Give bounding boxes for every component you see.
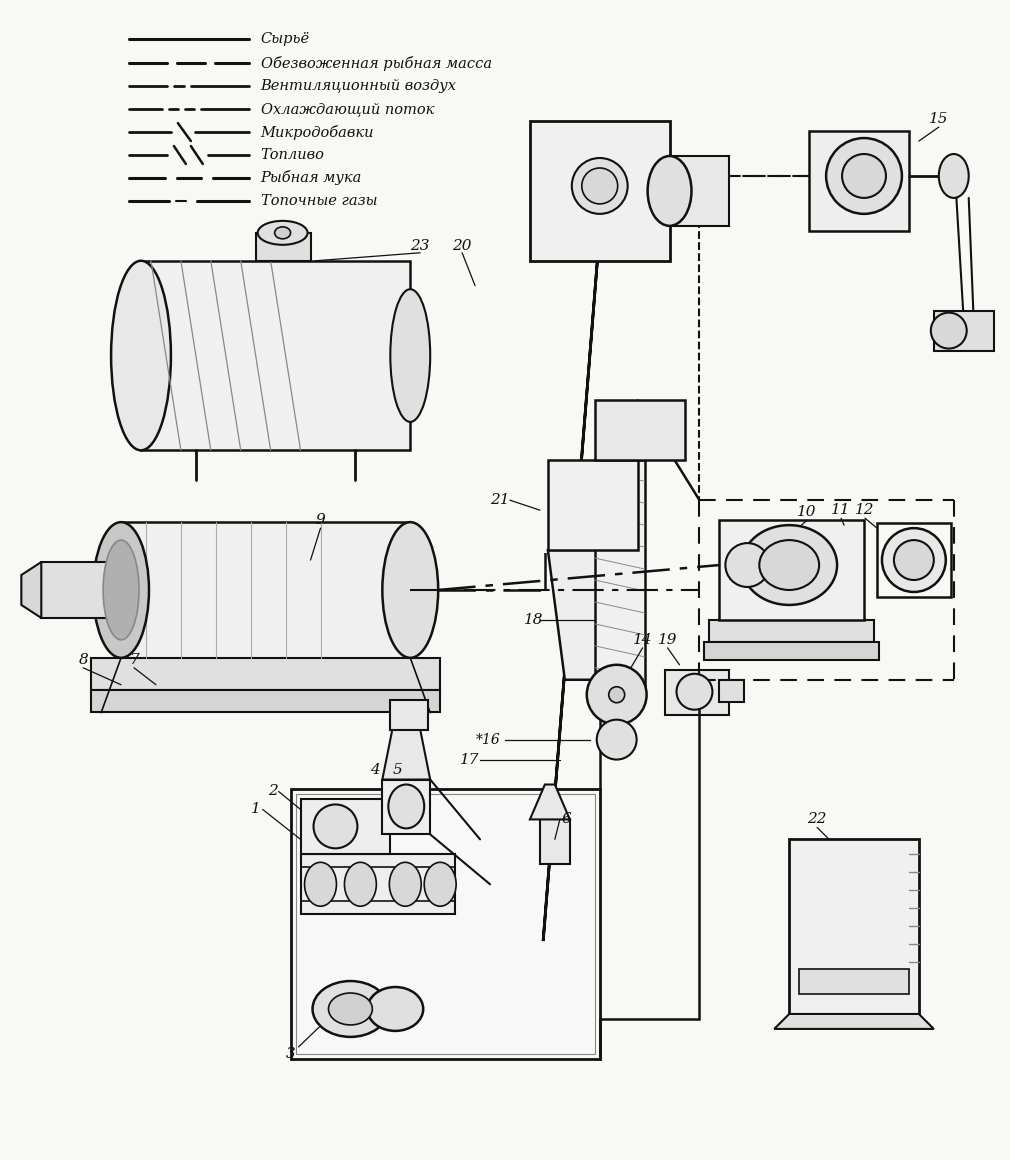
Bar bbox=[934, 311, 994, 350]
Ellipse shape bbox=[368, 987, 423, 1031]
Bar bbox=[390, 699, 428, 730]
Ellipse shape bbox=[582, 168, 618, 204]
Bar bbox=[719, 520, 864, 619]
Text: Охлаждающий поток: Охлаждающий поток bbox=[261, 102, 434, 116]
Ellipse shape bbox=[312, 981, 388, 1037]
Bar bbox=[296, 795, 595, 1054]
Text: Сырьё: Сырьё bbox=[261, 32, 310, 46]
Polygon shape bbox=[543, 209, 602, 941]
Bar bbox=[121, 522, 410, 658]
Text: 5: 5 bbox=[393, 762, 402, 776]
Bar bbox=[665, 669, 729, 715]
Bar bbox=[799, 969, 909, 994]
Text: 20: 20 bbox=[452, 239, 472, 253]
Bar bbox=[719, 680, 744, 702]
Bar bbox=[595, 400, 685, 461]
Ellipse shape bbox=[572, 158, 627, 213]
Bar bbox=[383, 780, 430, 834]
Polygon shape bbox=[775, 1014, 934, 1029]
Ellipse shape bbox=[383, 522, 438, 658]
Text: 17: 17 bbox=[461, 753, 480, 767]
Text: 18: 18 bbox=[524, 612, 543, 626]
Bar bbox=[41, 563, 123, 618]
Text: 10: 10 bbox=[798, 505, 817, 520]
Bar bbox=[91, 690, 440, 712]
Ellipse shape bbox=[931, 313, 967, 348]
Bar bbox=[595, 461, 644, 699]
Ellipse shape bbox=[609, 687, 624, 703]
Polygon shape bbox=[21, 563, 41, 618]
Bar bbox=[789, 840, 919, 1014]
Bar bbox=[704, 641, 879, 660]
Ellipse shape bbox=[111, 261, 171, 450]
Bar bbox=[709, 619, 874, 641]
Text: Рыбная мука: Рыбная мука bbox=[261, 171, 362, 186]
Ellipse shape bbox=[587, 665, 646, 725]
Polygon shape bbox=[530, 784, 570, 819]
Ellipse shape bbox=[725, 543, 770, 587]
Bar bbox=[547, 461, 637, 550]
Polygon shape bbox=[383, 730, 430, 780]
Bar bbox=[809, 131, 909, 231]
Text: 14: 14 bbox=[633, 633, 652, 647]
Bar bbox=[256, 233, 310, 261]
Ellipse shape bbox=[826, 138, 902, 213]
Ellipse shape bbox=[677, 674, 712, 710]
Text: *16: *16 bbox=[476, 733, 500, 747]
Ellipse shape bbox=[597, 719, 636, 760]
Ellipse shape bbox=[939, 154, 969, 198]
Ellipse shape bbox=[390, 289, 430, 422]
Text: 3: 3 bbox=[286, 1046, 296, 1061]
Ellipse shape bbox=[882, 528, 945, 592]
Ellipse shape bbox=[647, 155, 692, 226]
Polygon shape bbox=[547, 550, 637, 680]
Text: 1: 1 bbox=[250, 803, 261, 817]
Text: Обезвоженная рыбная масса: Обезвоженная рыбная масса bbox=[261, 56, 492, 71]
Text: 4: 4 bbox=[371, 762, 380, 776]
Text: 11: 11 bbox=[831, 503, 850, 517]
Ellipse shape bbox=[305, 862, 336, 906]
Text: Вентиляционный воздух: Вентиляционный воздух bbox=[261, 79, 457, 93]
Bar bbox=[540, 819, 570, 864]
Bar bbox=[877, 523, 950, 597]
Bar bbox=[301, 855, 456, 914]
Text: 2: 2 bbox=[268, 784, 278, 798]
Bar bbox=[141, 261, 410, 450]
Bar bbox=[301, 799, 390, 855]
Text: 15: 15 bbox=[929, 113, 948, 126]
Ellipse shape bbox=[258, 220, 307, 245]
Text: 23: 23 bbox=[410, 239, 430, 253]
Ellipse shape bbox=[389, 862, 421, 906]
Ellipse shape bbox=[93, 522, 149, 658]
Bar bbox=[670, 155, 729, 226]
Ellipse shape bbox=[424, 862, 457, 906]
Text: 7: 7 bbox=[129, 653, 139, 667]
Bar bbox=[91, 658, 440, 690]
Ellipse shape bbox=[894, 541, 934, 580]
Text: Микродобавки: Микродобавки bbox=[261, 124, 374, 139]
Ellipse shape bbox=[388, 784, 424, 828]
Text: 21: 21 bbox=[490, 493, 510, 507]
Text: 8: 8 bbox=[79, 653, 88, 667]
Ellipse shape bbox=[313, 805, 358, 848]
Text: Топочные газы: Топочные газы bbox=[261, 194, 377, 208]
Bar bbox=[530, 121, 670, 261]
Text: 9: 9 bbox=[316, 513, 325, 527]
Text: 6: 6 bbox=[562, 812, 572, 826]
Ellipse shape bbox=[760, 541, 819, 590]
Ellipse shape bbox=[842, 154, 886, 198]
Bar bbox=[291, 790, 600, 1059]
Text: 22: 22 bbox=[807, 812, 827, 826]
Ellipse shape bbox=[741, 525, 837, 606]
Ellipse shape bbox=[103, 541, 139, 640]
Text: 12: 12 bbox=[855, 503, 875, 517]
Ellipse shape bbox=[275, 227, 291, 239]
Text: Топливо: Топливо bbox=[261, 148, 324, 162]
Ellipse shape bbox=[328, 993, 373, 1025]
Ellipse shape bbox=[344, 862, 377, 906]
Text: 19: 19 bbox=[658, 633, 678, 647]
